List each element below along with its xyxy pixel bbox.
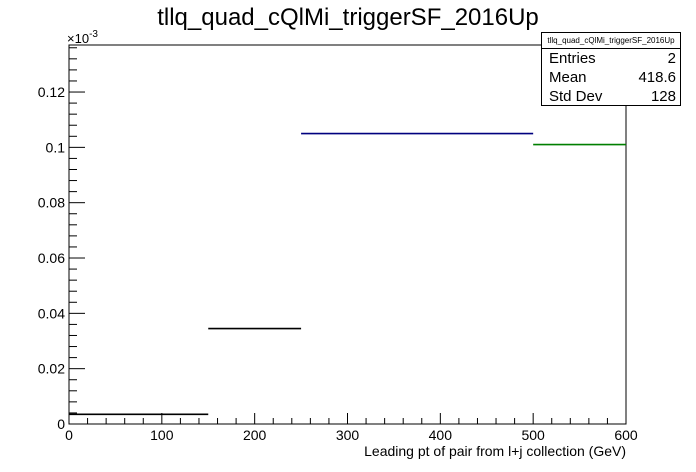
y-tick-label: 0.1 xyxy=(46,139,66,155)
stats-stddev-row: Std Dev 128 xyxy=(542,87,680,106)
y-exponent-power: -3 xyxy=(89,29,98,40)
x-tick-label: 500 xyxy=(521,427,545,443)
y-tick-label: 0.06 xyxy=(38,250,65,266)
stats-mean-row: Mean 418.6 xyxy=(542,68,680,87)
stats-entries-value: 2 xyxy=(667,50,676,67)
y-tick-label: 0 xyxy=(57,416,65,432)
y-tick-label: 0.02 xyxy=(38,361,65,377)
x-tick-label: 200 xyxy=(243,427,267,443)
x-tick-label: 0 xyxy=(65,427,73,443)
stats-mean-value: 418.6 xyxy=(638,69,676,86)
stats-entries-label: Entries xyxy=(549,50,596,67)
y-tick-label: 0.08 xyxy=(38,195,65,211)
x-tick-label: 600 xyxy=(614,427,638,443)
y-exponent-label: ×10-3 xyxy=(67,29,98,46)
chart-title: tllq_quad_cQlMi_triggerSF_2016Up xyxy=(157,4,539,31)
y-tick-label: 0.12 xyxy=(38,84,65,100)
stats-entries-row: Entries 2 xyxy=(542,49,680,68)
stats-box-title: tllq_quad_cQlMi_triggerSF_2016Up xyxy=(542,33,680,49)
x-tick-label: 300 xyxy=(336,427,360,443)
stats-stddev-value: 128 xyxy=(650,88,676,105)
stats-box: tllq_quad_cQlMi_triggerSF_2016Up Entries… xyxy=(541,32,681,106)
x-tick-label: 400 xyxy=(429,427,453,443)
x-axis-label: Leading pt of pair from l+j collection (… xyxy=(364,443,626,459)
x-tick-label: 100 xyxy=(150,427,174,443)
stats-mean-label: Mean xyxy=(549,69,587,86)
stats-stddev-label: Std Dev xyxy=(549,88,603,105)
y-tick-label: 0.04 xyxy=(38,305,65,321)
